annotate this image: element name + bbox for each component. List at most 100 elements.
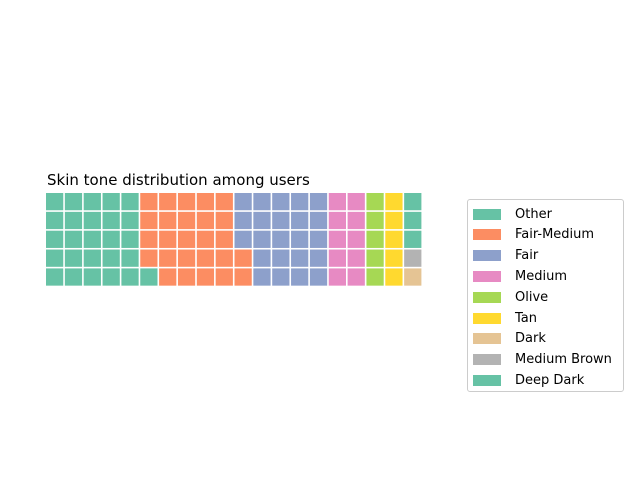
waffle-cell-other [46, 249, 64, 267]
waffle-cell-fair [234, 230, 252, 248]
waffle-cell-fair [272, 268, 290, 286]
legend-swatch [473, 354, 501, 366]
waffle-cell-other [64, 193, 83, 211]
legend-swatch [473, 250, 501, 262]
legend-label: Medium [515, 268, 567, 284]
waffle-cell-fair [291, 193, 309, 211]
legend-swatch [473, 291, 501, 303]
waffle-cell-other [64, 211, 83, 230]
waffle-cell-olive [366, 193, 384, 211]
waffle-cell-fair-medium [234, 249, 252, 267]
waffle-cell-other [46, 268, 64, 286]
legend-item: Other [473, 206, 552, 222]
waffle-cell-fair-medium [177, 249, 196, 267]
waffle-cell-other [102, 211, 120, 230]
legend-swatch [473, 270, 501, 282]
waffle-cell-fair-medium [159, 193, 177, 211]
waffle-cell-other [102, 230, 120, 248]
waffle-cell-fair-medium [177, 268, 196, 286]
waffle-cell-olive [366, 211, 384, 230]
waffle-cell-fair-medium [215, 230, 233, 248]
waffle-cell-other [64, 268, 83, 286]
waffle-cell-deep-dark [404, 230, 422, 248]
legend-label: Medium Brown [515, 352, 612, 368]
legend-swatch [473, 208, 501, 220]
waffle-cell-fair-medium [177, 230, 196, 248]
waffle-cell-fair [272, 249, 290, 267]
waffle-cell-fair-medium [215, 249, 233, 267]
waffle-cell-fair-medium [177, 193, 196, 211]
waffle-cell-other [46, 230, 64, 248]
waffle-cell-tan [385, 193, 403, 211]
waffle-cell-medium [347, 211, 365, 230]
waffle-cell-dark [404, 268, 422, 286]
legend-swatch [473, 229, 501, 241]
legend-swatch [473, 312, 501, 324]
waffle-cell-tan [385, 230, 403, 248]
waffle-cell-other [46, 211, 64, 230]
waffle-cell-medium [347, 268, 365, 286]
legend-label: Fair [515, 248, 539, 264]
waffle-cell-fair [291, 211, 309, 230]
waffle-cell-medium [347, 193, 365, 211]
legend-swatch [473, 374, 501, 386]
legend-swatch [473, 333, 501, 345]
waffle-cell-fair-medium [196, 193, 215, 211]
waffle-cell-other [64, 230, 83, 248]
waffle-cell-tan [385, 249, 403, 267]
waffle-cell-fair-medium [196, 249, 215, 267]
legend-item: Fair-Medium [473, 227, 594, 243]
waffle-cell-other [121, 193, 139, 211]
chart-legend: Other Fair-Medium Fair Medium Olive Tan Dark Me… [467, 199, 624, 392]
waffle-cell-fair-medium [215, 211, 233, 230]
waffle-cell-other [83, 268, 101, 286]
waffle-cell-fair-medium [215, 193, 233, 211]
waffle-cell-fair [234, 193, 252, 211]
legend-item: Dark [473, 331, 546, 347]
waffle-cell-medium [347, 230, 365, 248]
waffle-cell-medium-brown [404, 249, 422, 267]
waffle-cell-other [46, 193, 64, 211]
waffle-cell-fair-medium [140, 193, 158, 211]
waffle-cell-fair [253, 249, 271, 267]
waffle-cell-fair-medium [159, 268, 177, 286]
waffle-cell-fair-medium [196, 230, 215, 248]
waffle-cell-fair-medium [159, 211, 177, 230]
waffle-cell-medium [328, 268, 346, 286]
waffle-cell-tan [385, 211, 403, 230]
legend-item: Deep Dark [473, 372, 584, 388]
waffle-cell-fair [272, 211, 290, 230]
waffle-cell-fair [272, 230, 290, 248]
waffle-cell-other [64, 249, 83, 267]
legend-label: Tan [515, 310, 537, 326]
waffle-cell-other [83, 230, 101, 248]
waffle-cell-other [121, 268, 139, 286]
waffle-cell-other [102, 193, 120, 211]
legend-item: Medium Brown [473, 352, 612, 368]
waffle-cell-olive [366, 230, 384, 248]
waffle-cell-fair-medium [215, 268, 233, 286]
waffle-cell-fair-medium [234, 268, 252, 286]
chart-title: Skin tone distribution among users [47, 171, 310, 189]
waffle-cell-medium [328, 193, 346, 211]
waffle-cell-fair [309, 211, 328, 230]
waffle-cell-other [121, 230, 139, 248]
waffle-cell-olive [366, 249, 384, 267]
legend-item: Tan [473, 310, 537, 326]
waffle-cell-fair-medium [140, 230, 158, 248]
waffle-cell-fair-medium [159, 249, 177, 267]
waffle-cell-fair [309, 249, 328, 267]
waffle-cell-other [121, 211, 139, 230]
waffle-cell-fair [253, 230, 271, 248]
waffle-cell-fair-medium [177, 211, 196, 230]
legend-label: Other [515, 206, 552, 222]
waffle-cell-tan [385, 268, 403, 286]
waffle-cell-fair [309, 230, 328, 248]
waffle-cell-fair [253, 268, 271, 286]
waffle-cell-fair-medium [196, 211, 215, 230]
waffle-cell-other [83, 249, 101, 267]
legend-item: Fair [473, 248, 538, 264]
waffle-cell-fair [253, 193, 271, 211]
waffle-cell-fair-medium [159, 230, 177, 248]
waffle-cell-medium [328, 249, 346, 267]
